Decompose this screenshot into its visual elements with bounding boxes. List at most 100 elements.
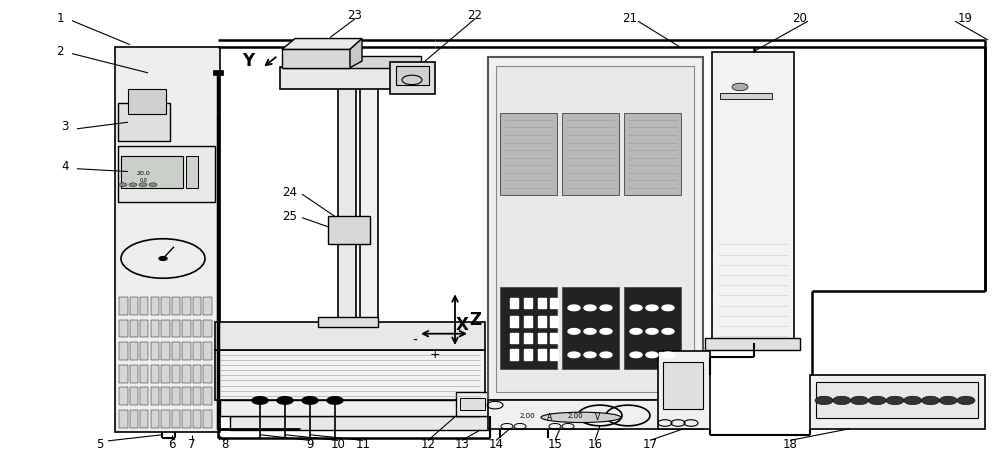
- Text: 21: 21: [622, 12, 638, 25]
- Bar: [624, 287, 681, 369]
- Text: V: V: [595, 413, 601, 423]
- Circle shape: [159, 257, 167, 260]
- Bar: [283, 56, 421, 68]
- Circle shape: [850, 396, 868, 405]
- Text: 20: 20: [793, 12, 807, 25]
- Bar: [203, 387, 212, 405]
- Bar: [496, 66, 694, 392]
- Bar: [570, 400, 592, 418]
- Text: 5: 5: [96, 438, 104, 451]
- Bar: [720, 93, 772, 99]
- Bar: [203, 342, 212, 360]
- Bar: [318, 317, 378, 327]
- Bar: [140, 387, 148, 405]
- Text: Z: Z: [469, 311, 481, 329]
- Bar: [810, 375, 985, 429]
- Bar: [555, 410, 595, 423]
- Text: Y: Y: [242, 52, 254, 70]
- Text: 2.00: 2.00: [519, 414, 535, 419]
- Circle shape: [584, 305, 596, 311]
- Bar: [456, 392, 511, 416]
- Bar: [390, 62, 435, 94]
- Circle shape: [732, 83, 748, 91]
- Bar: [172, 365, 180, 383]
- Circle shape: [868, 396, 886, 405]
- Bar: [663, 362, 703, 409]
- Bar: [510, 333, 518, 343]
- Bar: [150, 365, 159, 383]
- Bar: [507, 410, 547, 423]
- Text: +: +: [430, 348, 440, 361]
- Bar: [172, 297, 180, 315]
- Text: 11: 11: [356, 438, 370, 451]
- Bar: [338, 73, 356, 322]
- Text: 15: 15: [548, 438, 562, 451]
- Text: 2.00: 2.00: [567, 414, 583, 419]
- Text: 22: 22: [468, 8, 482, 22]
- Bar: [140, 297, 148, 315]
- Bar: [130, 365, 138, 383]
- Circle shape: [600, 329, 612, 334]
- Circle shape: [568, 352, 580, 358]
- Bar: [705, 338, 800, 350]
- Bar: [172, 320, 180, 337]
- Bar: [524, 349, 532, 360]
- Bar: [538, 349, 546, 360]
- Bar: [488, 57, 703, 400]
- Bar: [186, 156, 198, 188]
- Text: -: -: [413, 334, 417, 348]
- Bar: [192, 342, 201, 360]
- Bar: [182, 410, 190, 428]
- Circle shape: [833, 396, 851, 405]
- Bar: [172, 410, 180, 428]
- Text: 7: 7: [188, 438, 196, 451]
- Polygon shape: [282, 39, 362, 49]
- Bar: [192, 297, 201, 315]
- Bar: [816, 382, 978, 418]
- Polygon shape: [350, 39, 362, 68]
- Bar: [203, 365, 212, 383]
- Bar: [140, 410, 148, 428]
- Bar: [215, 350, 485, 400]
- Bar: [161, 342, 170, 360]
- Bar: [182, 365, 190, 383]
- Circle shape: [277, 397, 293, 404]
- Circle shape: [646, 329, 658, 334]
- Bar: [192, 320, 201, 337]
- Bar: [550, 333, 558, 343]
- Circle shape: [119, 183, 127, 187]
- Bar: [500, 113, 557, 195]
- Circle shape: [568, 305, 580, 311]
- Text: 24: 24: [283, 186, 298, 199]
- Bar: [712, 52, 794, 343]
- Bar: [121, 156, 183, 188]
- Circle shape: [904, 396, 922, 405]
- Circle shape: [886, 396, 904, 405]
- Bar: [140, 320, 148, 337]
- Text: 8: 8: [221, 438, 229, 451]
- Circle shape: [662, 329, 674, 334]
- Bar: [548, 400, 623, 429]
- Circle shape: [568, 329, 580, 334]
- Bar: [538, 333, 546, 343]
- Bar: [161, 365, 170, 383]
- Circle shape: [630, 305, 642, 311]
- Bar: [360, 73, 378, 322]
- Bar: [130, 342, 138, 360]
- Bar: [119, 410, 128, 428]
- Ellipse shape: [541, 412, 621, 423]
- Polygon shape: [220, 400, 480, 416]
- Bar: [119, 320, 128, 337]
- Circle shape: [584, 352, 596, 358]
- Circle shape: [139, 183, 147, 187]
- Bar: [524, 316, 532, 327]
- Bar: [119, 297, 128, 315]
- Text: 6: 6: [168, 438, 176, 451]
- Bar: [161, 387, 170, 405]
- Bar: [150, 387, 159, 405]
- Bar: [550, 316, 558, 327]
- Circle shape: [646, 305, 658, 311]
- Bar: [150, 320, 159, 337]
- Bar: [658, 351, 710, 429]
- Bar: [128, 89, 166, 114]
